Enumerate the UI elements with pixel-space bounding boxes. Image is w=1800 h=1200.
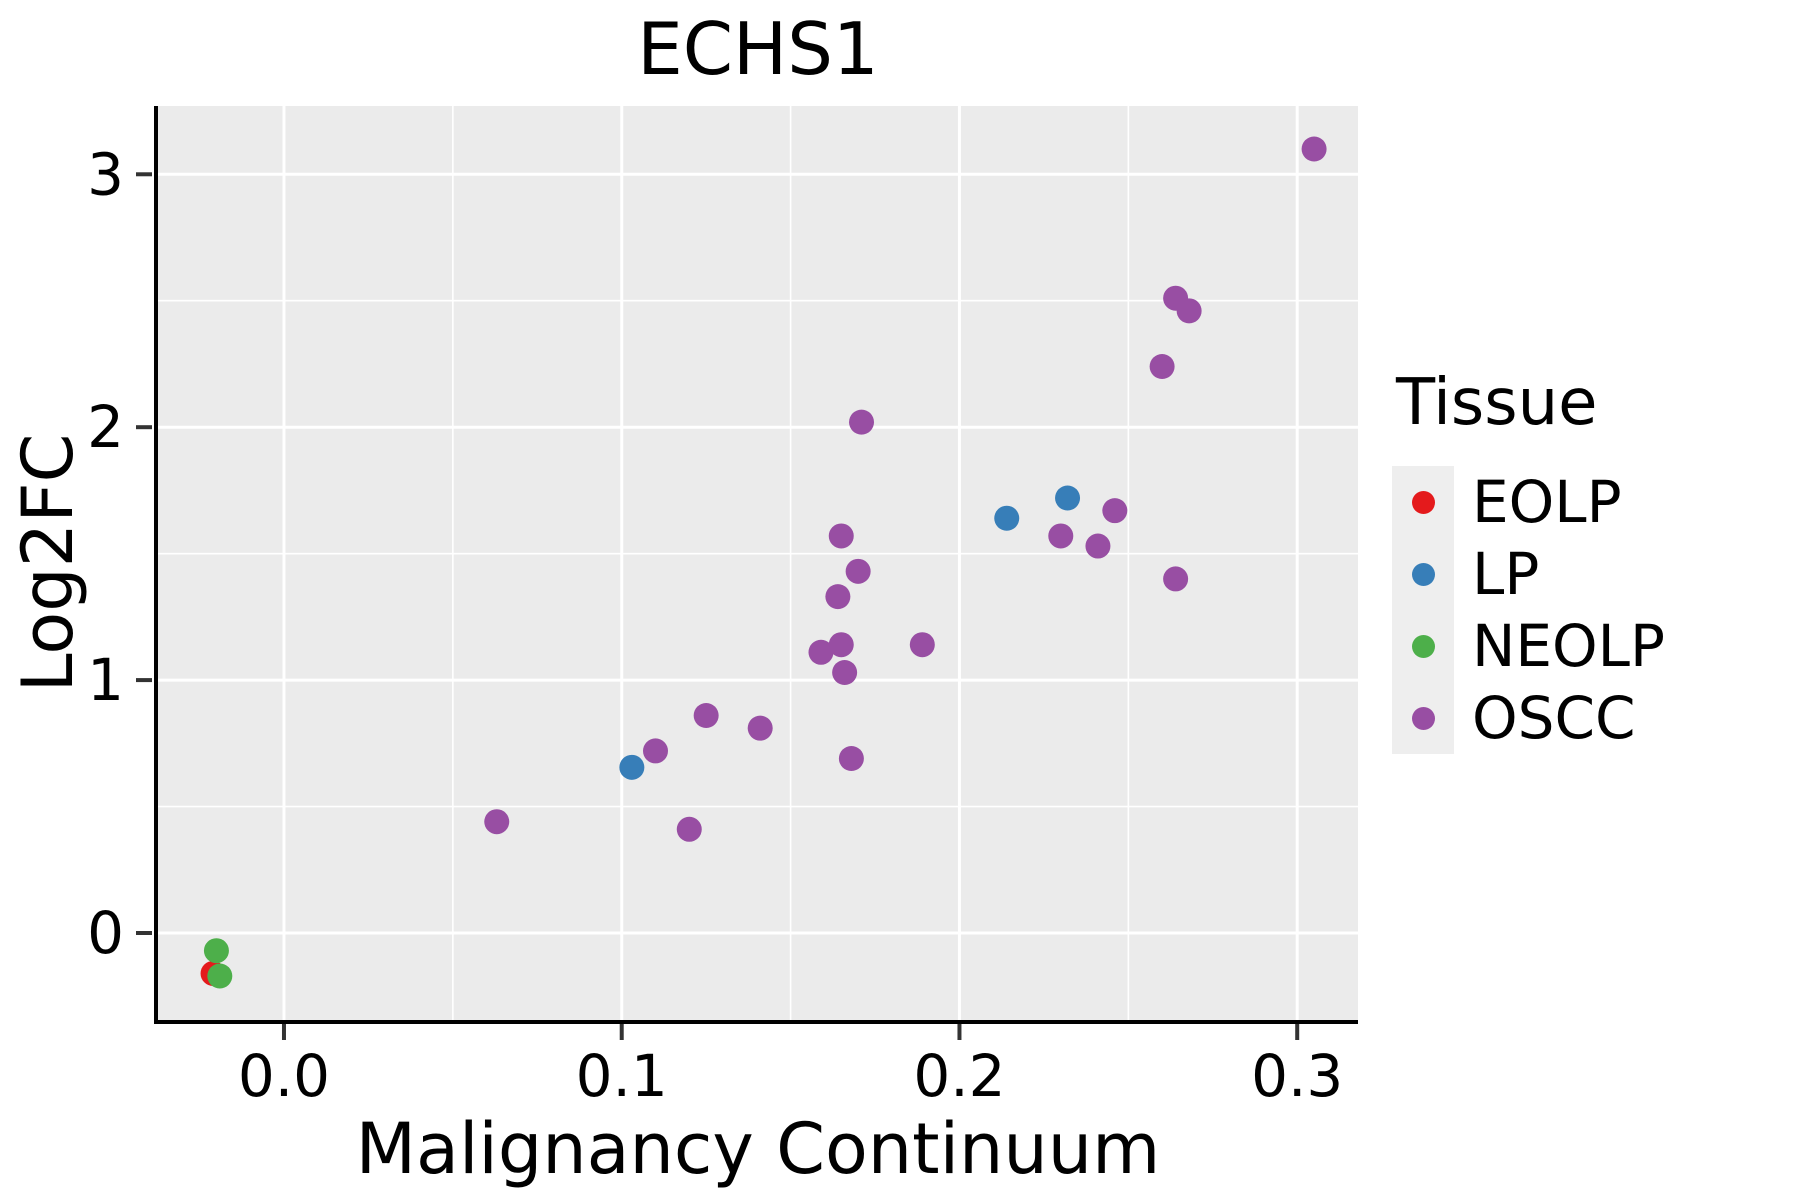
eolp-dot-icon (1411, 490, 1435, 514)
x-axis-title: Malignancy Continuum (355, 1108, 1161, 1190)
data-point (1176, 298, 1202, 324)
plot-title: ECHS1 (637, 7, 879, 91)
data-point (832, 660, 858, 686)
legend-item-label: OSCC (1472, 684, 1636, 752)
data-point (747, 715, 773, 741)
major-gridlines (158, 106, 1358, 1020)
legend-item-eolp: EOLP (1392, 466, 1782, 538)
data-point (828, 632, 854, 658)
data-point (1149, 353, 1175, 379)
data-point (693, 703, 719, 729)
series-lp (619, 485, 1081, 780)
axis-lines (154, 106, 1358, 1024)
legend-key-box (1392, 682, 1454, 754)
data-point (838, 745, 864, 771)
legend-key-box (1392, 610, 1454, 682)
y-tick-label: 3 (87, 140, 124, 208)
tick-marks (136, 172, 1300, 1040)
legend: Tissue EOLP LP NEOLP OSCC (1392, 366, 1782, 754)
legend-item-label: LP (1472, 540, 1540, 608)
y-axis-title: Log2FC (7, 433, 89, 693)
y-tick-label: 2 (87, 393, 124, 461)
data-point (1085, 533, 1111, 559)
legend-key-box (1392, 466, 1454, 538)
data-point (676, 816, 702, 842)
legend-item-label: EOLP (1472, 468, 1622, 536)
legend-keys: EOLP LP NEOLP OSCC (1392, 466, 1782, 754)
data-point (484, 809, 510, 835)
lp-dot-icon (1411, 562, 1435, 586)
data-points (200, 136, 1327, 989)
x-tick-label: 0.0 (238, 1042, 330, 1110)
data-point (1055, 485, 1081, 511)
data-point (1301, 136, 1327, 162)
data-point (1102, 498, 1128, 524)
y-tick-labels: 0 1 2 3 (87, 140, 124, 967)
legend-item-neolp: NEOLP (1392, 610, 1782, 682)
data-point (849, 409, 875, 435)
oscc-dot-icon (1411, 706, 1435, 730)
legend-item-label: NEOLP (1472, 612, 1665, 680)
data-point (207, 963, 233, 989)
data-point (203, 938, 229, 964)
x-tick-label: 0.2 (913, 1042, 1005, 1110)
y-tick-label: 0 (87, 899, 124, 967)
x-tick-label: 0.3 (1251, 1042, 1343, 1110)
neolp-dot-icon (1411, 634, 1435, 658)
x-tick-labels: 0.0 0.1 0.2 0.3 (238, 1042, 1343, 1110)
series-neolp (203, 938, 233, 989)
series-oscc (484, 136, 1327, 842)
x-tick-label: 0.1 (576, 1042, 668, 1110)
legend-key-box (1392, 538, 1454, 610)
data-point (909, 632, 935, 658)
data-point (1048, 523, 1074, 549)
minor-gridlines (158, 106, 1358, 1020)
data-point (1163, 566, 1189, 592)
legend-item-oscc: OSCC (1392, 682, 1782, 754)
data-point (619, 754, 645, 780)
legend-title: Tissue (1396, 366, 1598, 440)
plot-panel (158, 106, 1358, 1020)
data-point (994, 505, 1020, 531)
data-point (642, 738, 668, 764)
data-point (808, 639, 834, 665)
y-tick-label: 1 (87, 646, 124, 714)
data-point (845, 558, 871, 584)
data-point (825, 584, 851, 610)
data-point (828, 523, 854, 549)
legend-item-lp: LP (1392, 538, 1782, 610)
